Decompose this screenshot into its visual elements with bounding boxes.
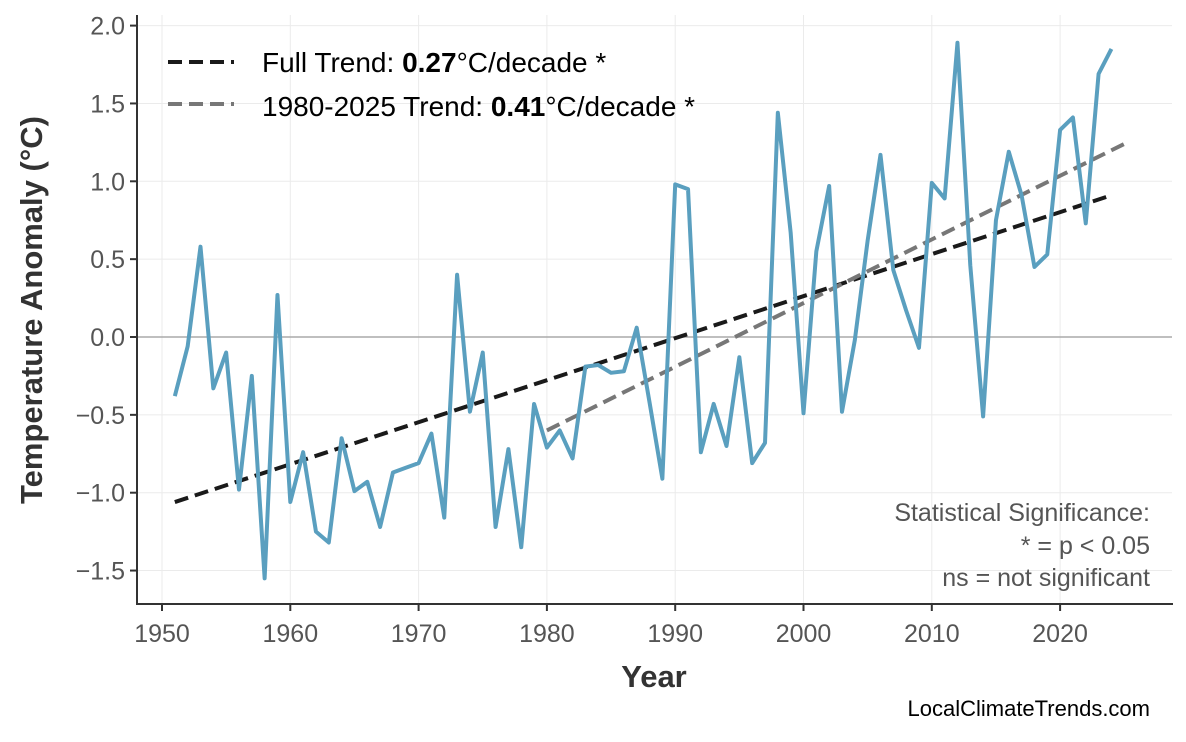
trend-lines bbox=[175, 144, 1124, 502]
legend-suffix: °C/decade * bbox=[457, 47, 607, 78]
y-tick-label: 1.5 bbox=[90, 90, 125, 118]
full-trend-line bbox=[175, 195, 1112, 502]
y-tick-label: −1.0 bbox=[76, 480, 125, 508]
y-axis-label: Temperature Anomaly (°C) bbox=[14, 116, 49, 504]
credit-text: LocalClimateTrends.com bbox=[908, 696, 1151, 721]
significance-annotation: Statistical Significance: * = p < 0.05 n… bbox=[894, 499, 1150, 592]
legend-suffix: °C/decade * bbox=[545, 91, 695, 122]
x-tick-label: 2000 bbox=[776, 620, 832, 648]
y-tick-label: 2.0 bbox=[90, 13, 125, 41]
y-tick-label: 1.0 bbox=[90, 168, 125, 196]
y-tick-label: −0.5 bbox=[76, 402, 125, 430]
y-ticks: 2.0 1.5 1.0 0.5 0.0 −0.5 −1.0 −1.5 bbox=[76, 13, 137, 586]
y-tick-label: 0.0 bbox=[90, 324, 125, 352]
x-ticks: 1950 1960 1970 1980 1990 2000 2010 2020 bbox=[134, 604, 1088, 648]
annotation-line: ns = not significant bbox=[942, 564, 1150, 592]
legend-prefix: 1980-2025 Trend: bbox=[262, 91, 491, 122]
x-tick-label: 1990 bbox=[647, 620, 703, 648]
x-tick-label: 1950 bbox=[134, 620, 190, 648]
legend-label-recent-trend: 1980-2025 Trend: 0.41°C/decade * bbox=[262, 91, 695, 122]
legend-value: 0.27 bbox=[402, 47, 457, 78]
x-axis-label: Year bbox=[621, 659, 687, 694]
x-tick-label: 1970 bbox=[391, 620, 447, 648]
legend-prefix: Full Trend: bbox=[262, 47, 402, 78]
legend: Full Trend: 0.27°C/decade * 1980-2025 Tr… bbox=[168, 47, 695, 122]
anomaly-series-line bbox=[175, 43, 1112, 579]
x-tick-label: 2020 bbox=[1032, 620, 1088, 648]
legend-label-full-trend: Full Trend: 0.27°C/decade * bbox=[262, 47, 606, 78]
annotation-line: * = p < 0.05 bbox=[1021, 532, 1150, 560]
legend-value: 0.41 bbox=[491, 91, 546, 122]
y-tick-label: 0.5 bbox=[90, 246, 125, 274]
y-tick-label: −1.5 bbox=[76, 558, 125, 586]
x-tick-label: 1960 bbox=[262, 620, 318, 648]
x-tick-label: 1980 bbox=[519, 620, 575, 648]
annotation-line: Statistical Significance: bbox=[894, 499, 1150, 527]
x-tick-label: 2010 bbox=[904, 620, 960, 648]
